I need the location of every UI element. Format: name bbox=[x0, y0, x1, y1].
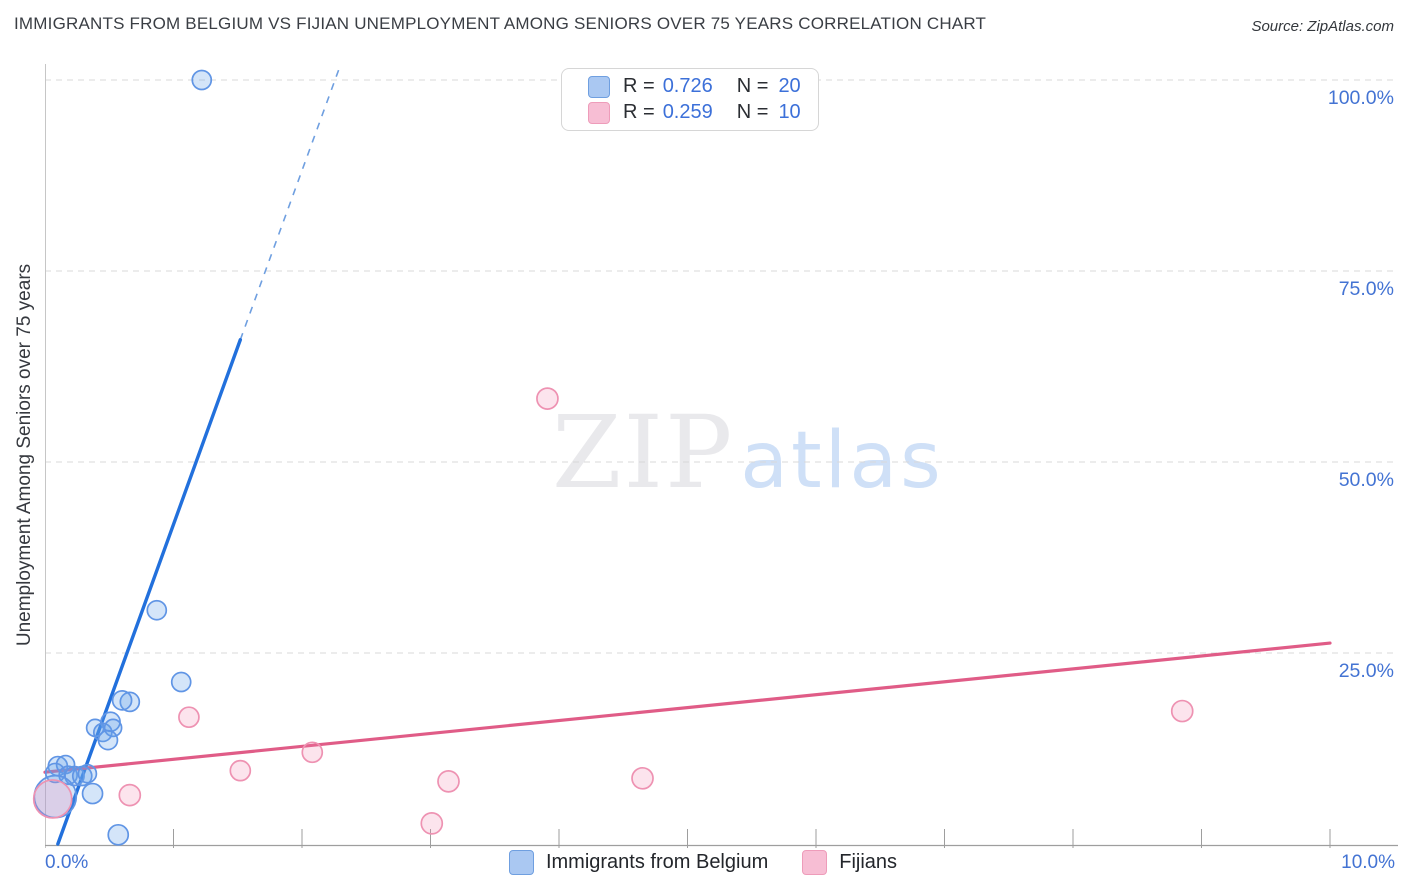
fijians-trend-line bbox=[43, 641, 1332, 774]
scatter-point-fijians bbox=[536, 387, 559, 410]
legend-item-belgium: Immigrants from Belgium bbox=[508, 850, 769, 875]
scatter-point-belgium bbox=[146, 599, 168, 621]
y-tick-label-75: 75.0% bbox=[1339, 278, 1394, 300]
legend-row-fijians: R = 0.259 N = 10 bbox=[562, 101, 818, 124]
legend-row-belgium: R = 0.726 N = 20 bbox=[562, 75, 818, 98]
belgium-swatch-icon bbox=[588, 75, 610, 98]
n-label: N = bbox=[736, 101, 769, 123]
r-label: R = bbox=[623, 75, 655, 97]
scatter-point-belgium bbox=[191, 69, 213, 91]
page-title: IMMIGRANTS FROM BELGIUM VS FIJIAN UNEMPL… bbox=[14, 14, 987, 33]
scatter-point-fijians bbox=[301, 741, 324, 764]
r-label: R = bbox=[623, 101, 655, 123]
r-value-belgium: 0.726 bbox=[662, 75, 713, 97]
legend-label-fijians: Fijians bbox=[839, 851, 898, 873]
scatter-point-fijians bbox=[118, 783, 142, 807]
watermark-atlas: atlas bbox=[740, 416, 944, 506]
scatter-point-fijians bbox=[32, 779, 73, 819]
fijians-swatch-icon bbox=[588, 101, 610, 124]
scatter-point-fijians bbox=[178, 706, 200, 729]
r-value-fijians: 0.259 bbox=[662, 101, 713, 123]
scatter-point-belgium bbox=[97, 729, 119, 751]
x-axis-max-label: 10.0% bbox=[1341, 852, 1395, 873]
scatter-point-fijians bbox=[420, 812, 444, 835]
scatter-point-belgium bbox=[111, 690, 133, 711]
scatter-point-fijians bbox=[229, 759, 252, 782]
legend-label-belgium: Immigrants from Belgium bbox=[545, 851, 769, 873]
scatter-point-belgium bbox=[107, 823, 130, 846]
fijians-swatch-icon bbox=[802, 850, 828, 875]
zipatlas-watermark: ZIP atlas bbox=[552, 394, 944, 511]
scatter-point-belgium bbox=[170, 671, 192, 693]
scatter-point-fijians bbox=[1170, 699, 1194, 723]
watermark-zip: ZIP bbox=[552, 394, 735, 511]
scatter-point-fijians bbox=[631, 766, 654, 790]
series-legend: Immigrants from Belgium Fijians bbox=[0, 850, 1406, 875]
belgium-trend-extension bbox=[239, 64, 342, 341]
scatter-point-belgium bbox=[103, 718, 123, 738]
correlation-legend-box: R = 0.726 N = 20 R = 0.259 N = 10 bbox=[561, 68, 819, 131]
source-attribution: Source: ZipAtlas.com bbox=[1251, 18, 1394, 35]
n-value-belgium: 20 bbox=[778, 75, 801, 97]
n-label: N = bbox=[736, 75, 769, 97]
y-tick-label-100: 100.0% bbox=[1328, 87, 1394, 109]
belgium-swatch-icon bbox=[508, 850, 534, 875]
legend-item-fijians: Fijians bbox=[802, 850, 897, 875]
belgium-trend-line bbox=[56, 338, 243, 846]
n-value-fijians: 10 bbox=[778, 101, 801, 123]
y-tick-label-50: 50.0% bbox=[1339, 469, 1394, 491]
scatter-point-belgium bbox=[119, 691, 141, 713]
y-tick-label-25: 25.0% bbox=[1339, 660, 1394, 682]
x-axis-min-label: 0.0% bbox=[45, 852, 89, 873]
scatter-point-belgium bbox=[81, 782, 104, 805]
scatter-point-fijians bbox=[437, 770, 460, 793]
scatter-point-belgium bbox=[77, 763, 98, 784]
